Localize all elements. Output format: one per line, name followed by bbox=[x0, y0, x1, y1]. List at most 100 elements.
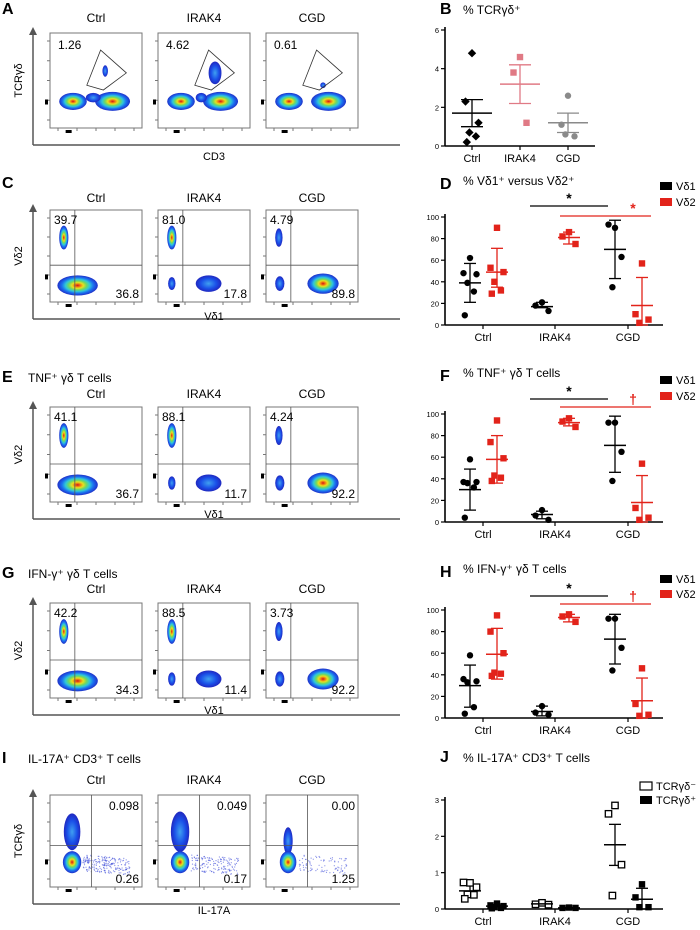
quadrant-lower-right-value: 92.2 bbox=[332, 683, 356, 697]
event-dot bbox=[233, 869, 236, 871]
flow-y-axis-label: TCRγδ bbox=[13, 63, 25, 97]
flow-column-title: Ctrl bbox=[87, 191, 106, 205]
x-tick-label: CGD bbox=[616, 529, 641, 541]
data-point bbox=[493, 612, 501, 619]
event-dot bbox=[105, 861, 107, 863]
event-dot bbox=[85, 860, 87, 862]
event-dot bbox=[102, 859, 104, 861]
axis-marker bbox=[153, 274, 156, 280]
event-dot bbox=[319, 856, 321, 859]
data-point bbox=[465, 128, 474, 137]
cell-population bbox=[195, 92, 207, 103]
event-dot bbox=[223, 868, 225, 870]
event-dot bbox=[214, 862, 217, 865]
event-dot bbox=[116, 867, 118, 869]
flow-x-axis-label: Vδ1 bbox=[204, 509, 224, 521]
event-dot bbox=[116, 868, 118, 870]
event-dot bbox=[236, 870, 238, 872]
event-dot bbox=[228, 864, 230, 866]
event-dot bbox=[118, 867, 120, 869]
event-dot bbox=[204, 871, 206, 874]
event-dot bbox=[114, 859, 117, 861]
event-dot bbox=[86, 870, 88, 873]
quadrant-upper-left-value: 81.0 bbox=[162, 213, 186, 227]
event-dot bbox=[103, 862, 105, 864]
legend-label: Vδ2 bbox=[676, 197, 696, 209]
y-tick-label: 40 bbox=[431, 475, 439, 484]
event-dot bbox=[127, 873, 129, 875]
quadrant-lower-right-value: 34.3 bbox=[116, 683, 140, 697]
data-point bbox=[488, 477, 495, 485]
data-point bbox=[473, 271, 480, 278]
event-dot bbox=[112, 870, 115, 872]
data-point bbox=[645, 514, 652, 521]
data-point bbox=[491, 278, 498, 285]
event-dot bbox=[230, 862, 232, 864]
y-tick-label: 20 bbox=[431, 692, 439, 701]
quadrant-upper-right-value: 0.00 bbox=[332, 799, 356, 813]
event-dot bbox=[99, 859, 101, 861]
data-point bbox=[461, 97, 470, 106]
data-point bbox=[466, 456, 474, 463]
data-point bbox=[532, 302, 539, 309]
axis-marker bbox=[45, 99, 48, 105]
axis-marker bbox=[153, 859, 156, 865]
y-tick-label: 4 bbox=[435, 65, 439, 74]
event-dot bbox=[106, 864, 108, 867]
event-dot bbox=[208, 859, 210, 862]
flow-plot-ctrl: 42.2 34.3 bbox=[45, 602, 143, 703]
flow-column-title: IRAK4 bbox=[187, 191, 222, 205]
legend-item: Vδ2 bbox=[660, 589, 696, 601]
flow-y-axis-label: Vδ2 bbox=[13, 641, 25, 661]
panel-letter-j: J bbox=[440, 749, 449, 766]
data-point bbox=[572, 423, 579, 431]
group-irak4-series-1 bbox=[558, 904, 580, 912]
event-dot bbox=[228, 869, 231, 872]
event-dot bbox=[337, 866, 339, 868]
legend-item: Vδ1 bbox=[660, 375, 696, 387]
significance-marker: * bbox=[566, 580, 572, 596]
event-dot bbox=[211, 858, 213, 860]
data-point bbox=[464, 479, 471, 487]
data-point bbox=[516, 53, 524, 61]
event-dot bbox=[103, 867, 105, 869]
flow-plot-irak4: 0.049 0.17 bbox=[153, 794, 251, 892]
event-dot bbox=[207, 862, 209, 864]
event-dot bbox=[86, 861, 89, 864]
axis-marker bbox=[281, 304, 288, 307]
event-dot bbox=[339, 872, 341, 874]
data-point bbox=[538, 299, 546, 306]
x-tick-label: IRAK4 bbox=[539, 529, 571, 541]
axis-marker bbox=[173, 504, 180, 507]
data-point bbox=[605, 419, 612, 426]
event-dot bbox=[86, 857, 88, 860]
data-point bbox=[632, 504, 639, 512]
panel-letter-i: I bbox=[2, 750, 6, 767]
axis-marker bbox=[45, 274, 48, 280]
legend-swatch bbox=[640, 796, 652, 804]
event-dot bbox=[190, 870, 192, 872]
event-dot bbox=[202, 857, 204, 860]
cell-population bbox=[168, 672, 176, 686]
event-dot bbox=[109, 864, 111, 866]
event-dot bbox=[119, 858, 121, 860]
data-point bbox=[636, 516, 643, 524]
data-point bbox=[460, 269, 467, 277]
data-point bbox=[564, 92, 572, 99]
quadrant-lower-right-value: 92.2 bbox=[332, 487, 356, 501]
arrow-head-icon bbox=[29, 597, 37, 605]
event-dot bbox=[211, 871, 213, 873]
event-dot bbox=[99, 867, 101, 869]
significance-marker: * bbox=[566, 383, 572, 399]
event-dot bbox=[195, 859, 197, 861]
data-point bbox=[462, 137, 471, 147]
event-dot bbox=[208, 858, 210, 860]
event-dot bbox=[83, 858, 85, 860]
event-dot bbox=[196, 859, 198, 861]
event-dot bbox=[93, 868, 95, 870]
event-dot bbox=[227, 865, 229, 867]
event-dot bbox=[323, 859, 325, 861]
event-dot bbox=[217, 861, 219, 863]
event-dot bbox=[218, 868, 220, 870]
